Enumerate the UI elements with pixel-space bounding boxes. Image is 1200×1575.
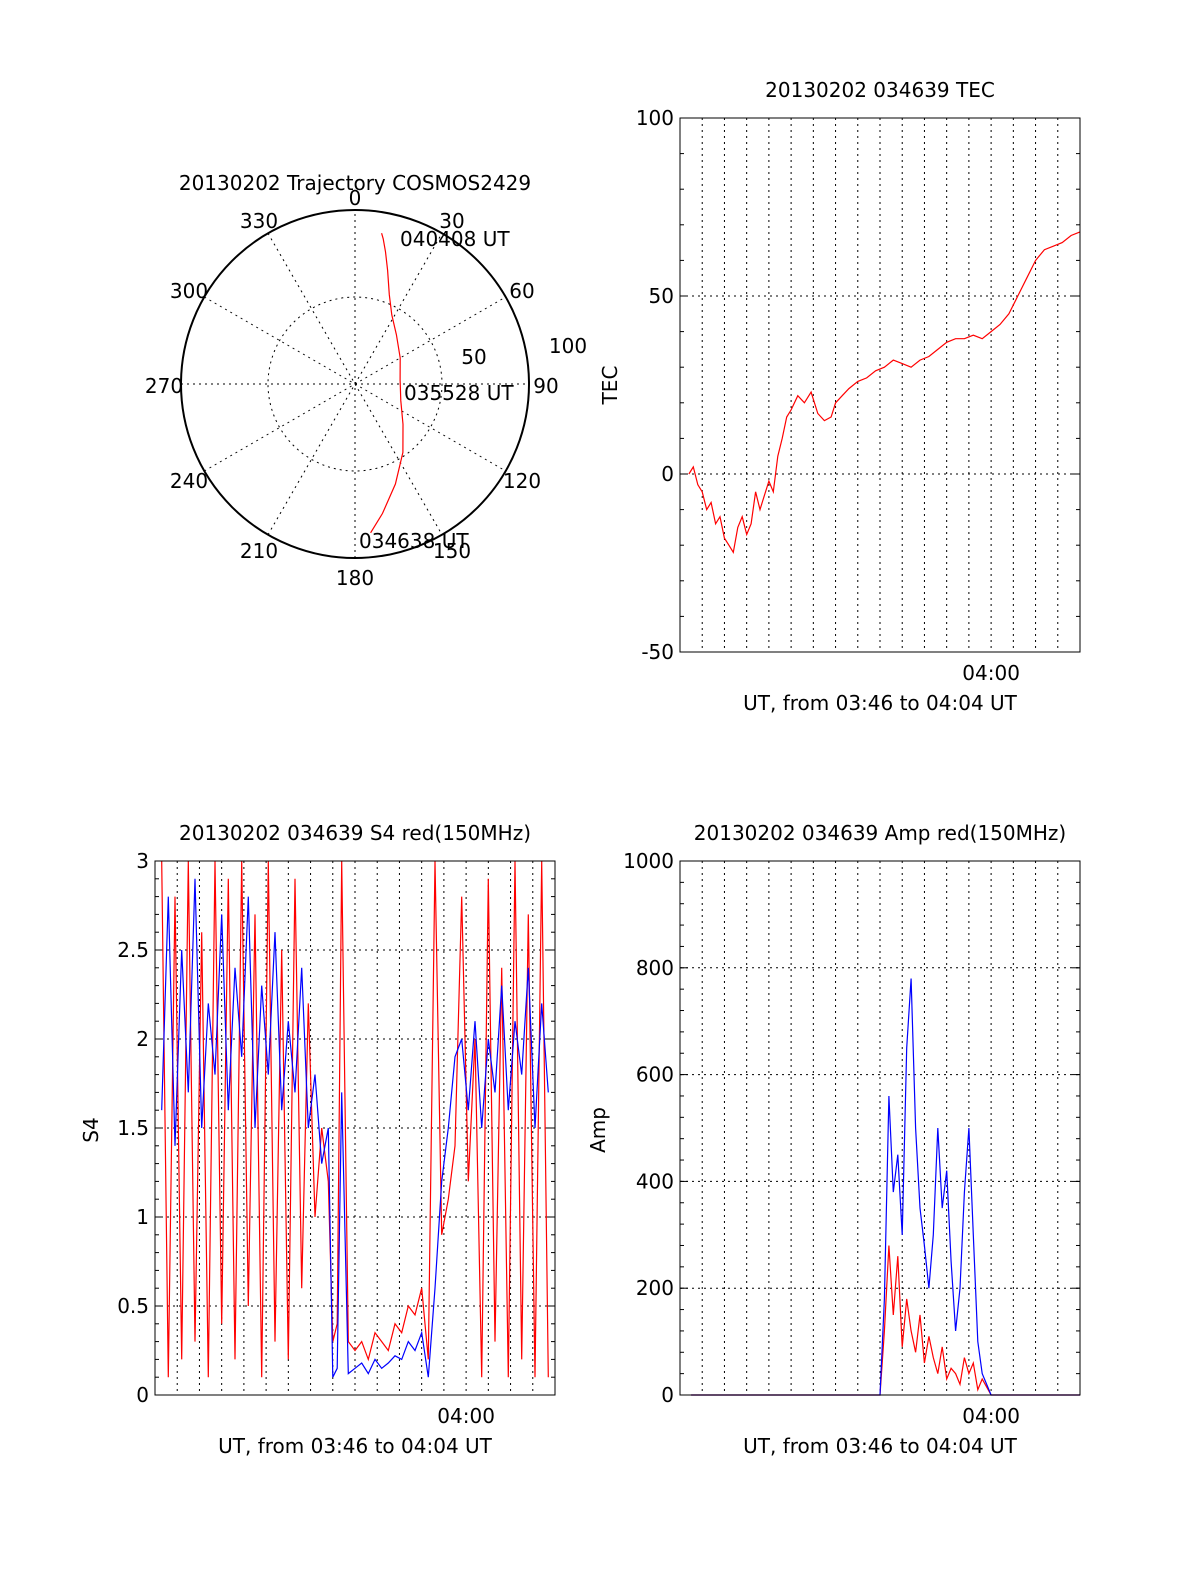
y-tick-label: 2.5: [117, 938, 149, 962]
s4-ylabel: S4: [79, 1117, 103, 1142]
polar-az-label: 150: [433, 539, 471, 563]
polar-az-label: 0: [349, 186, 362, 210]
tec-plot-area: -50 0 50 100 04:00: [636, 106, 1081, 685]
plot-frame: [154, 860, 556, 1396]
y-tick-label: 3: [136, 849, 149, 873]
series-line-blue: [161, 878, 549, 1378]
polar-az-label: 270: [145, 374, 183, 398]
polar-az-label: 30: [439, 209, 464, 233]
polar-annotation: 040408 UT: [400, 227, 510, 251]
series-line-red: [691, 1245, 1080, 1396]
s4-plot-area: 0 0.5 1 1.5 2 2.5 3 04:00: [117, 849, 556, 1428]
y-tick-label: 0.5: [117, 1294, 149, 1318]
plot-frame: [679, 117, 1081, 653]
y-tick-label: 800: [636, 956, 674, 980]
y-tick-label: -50: [641, 640, 674, 664]
polar-az-label: 300: [170, 279, 208, 303]
series-line-red: [688, 231, 1081, 554]
polar-outer-ring: [180, 209, 530, 559]
polar-radial-label: 50: [461, 345, 486, 369]
tec-ylabel: TEC: [598, 366, 622, 406]
polar-azimuth-labels: 0 30 60 90 120 150 180 210 240 270 300 3…: [145, 186, 559, 590]
y-tick-label: 0: [136, 1383, 149, 1407]
y-tick-label: 2: [136, 1027, 149, 1051]
amp-xlabel: UT, from 03:46 to 04:04 UT: [743, 1434, 1018, 1458]
y-tick-label: 400: [636, 1169, 674, 1193]
amp-title: 20130202 034639 Amp red(150MHz): [694, 821, 1066, 845]
series-line-red: [161, 860, 549, 1378]
y-tick-label: 1000: [623, 849, 674, 873]
amp-panel: 20130202 034639 Amp red(150MHz) 0 200 400 6…: [586, 821, 1081, 1458]
polar-az-label: 120: [503, 469, 541, 493]
polar-az-label: 210: [240, 539, 278, 563]
polar-annotation: 034638 UT: [359, 529, 469, 553]
y-tick-label: 1: [136, 1205, 149, 1229]
polar-panel: 20130202 Trajectory COSMOS2429 0 30 60 9…: [145, 171, 587, 590]
polar-grid-ring: [267, 296, 443, 472]
polar-trajectory-line: [370, 233, 404, 534]
tec-panel: 20130202 034639 TEC -50 0 50 100 04:00 UT, f…: [598, 78, 1081, 715]
y-tick-label: 100: [636, 106, 674, 130]
polar-title: 20130202 Trajectory COSMOS2429: [179, 171, 531, 195]
polar-grid: [181, 210, 529, 558]
s4-panel: 20130202 034639 S4 red(150MHz) 0 0.5 1 1.5 2…: [79, 821, 556, 1458]
polar-annotation: 035528 UT: [404, 381, 514, 405]
polar-az-label: 240: [170, 469, 208, 493]
polar-grid-spoke: [267, 233, 443, 535]
y-tick-label: 200: [636, 1276, 674, 1300]
x-tick-label: 04:00: [962, 1404, 1020, 1428]
y-tick-label: 0: [661, 462, 674, 486]
polar-az-label: 90: [533, 374, 558, 398]
polar-az-label: 60: [509, 279, 534, 303]
tec-xlabel: UT, from 03:46 to 04:04 UT: [743, 691, 1018, 715]
y-tick-label: 50: [649, 284, 674, 308]
amp-plot-area: 0 200 400 600 800 1000 04:00: [623, 849, 1081, 1428]
s4-title: 20130202 034639 S4 red(150MHz): [179, 821, 531, 845]
polar-az-label: 180: [336, 566, 374, 590]
series-line-blue: [691, 978, 1080, 1396]
y-tick-label: 0: [661, 1383, 674, 1407]
y-tick-label: 600: [636, 1063, 674, 1087]
x-tick-label: 04:00: [962, 661, 1020, 685]
polar-radial-label: 100: [549, 334, 587, 358]
plot-frame: [679, 860, 1081, 1396]
polar-az-label: 330: [240, 209, 278, 233]
tec-title: 20130202 034639 TEC: [765, 78, 995, 102]
x-tick-label: 04:00: [437, 1404, 495, 1428]
amp-ylabel: Amp: [586, 1107, 610, 1153]
s4-xlabel: UT, from 03:46 to 04:04 UT: [218, 1434, 493, 1458]
y-tick-label: 1.5: [117, 1116, 149, 1140]
